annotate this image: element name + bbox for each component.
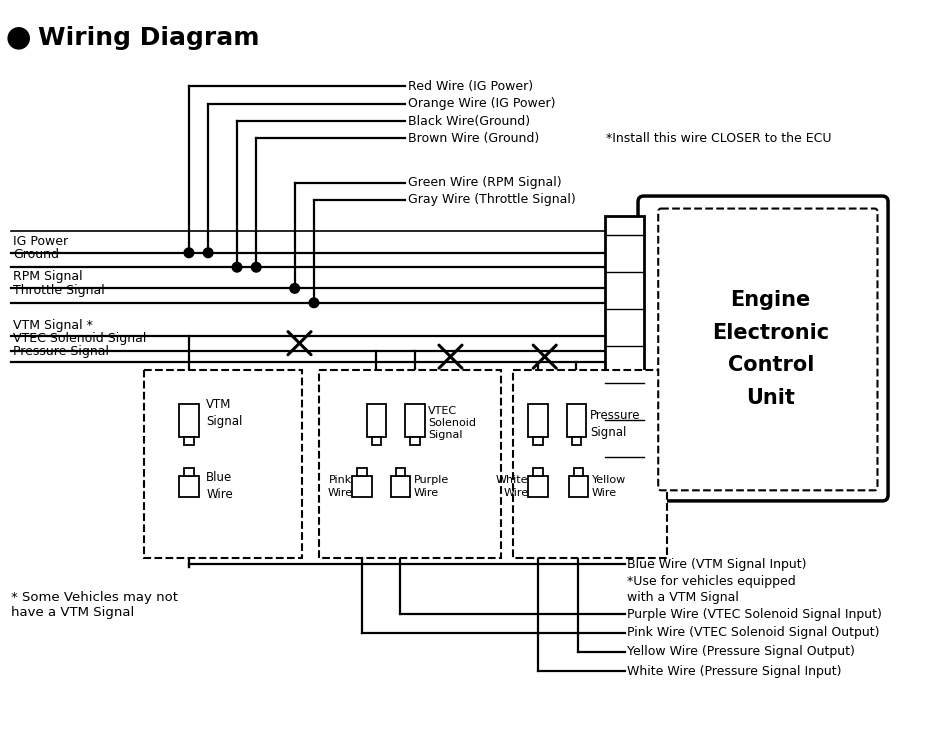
- Text: Engine
Electronic
Control
Unit: Engine Electronic Control Unit: [712, 289, 829, 408]
- FancyBboxPatch shape: [658, 209, 877, 490]
- Circle shape: [232, 263, 241, 272]
- Circle shape: [184, 248, 194, 257]
- Text: RPM Signal: RPM Signal: [13, 269, 82, 283]
- Bar: [372, 437, 381, 445]
- Bar: [358, 468, 367, 476]
- Text: Purple
Wire: Purple Wire: [414, 475, 449, 498]
- Text: White Wire (Pressure Signal Input): White Wire (Pressure Signal Input): [627, 665, 842, 677]
- Text: Blue
Wire: Blue Wire: [206, 471, 233, 501]
- Bar: [367, 404, 386, 437]
- Text: *Install this wire CLOSER to the ECU: *Install this wire CLOSER to the ECU: [586, 132, 831, 145]
- Text: IG Power: IG Power: [13, 235, 68, 248]
- Text: Blue Wire (VTM Signal Input): Blue Wire (VTM Signal Input): [627, 558, 807, 571]
- Circle shape: [203, 248, 213, 257]
- Bar: [574, 468, 583, 476]
- Text: Pressure Signal: Pressure Signal: [13, 345, 109, 357]
- Bar: [319, 370, 502, 558]
- Text: Orange Wire (IG Power): Orange Wire (IG Power): [408, 97, 556, 110]
- Bar: [396, 468, 405, 476]
- Bar: [184, 437, 194, 445]
- Text: Pink Wire (VTEC Solenoid Signal Output): Pink Wire (VTEC Solenoid Signal Output): [627, 626, 880, 639]
- Text: Ground: Ground: [13, 248, 59, 261]
- Text: Pink
Wire: Pink Wire: [328, 475, 352, 498]
- Bar: [184, 468, 194, 476]
- Text: Brown Wire (Ground): Brown Wire (Ground): [408, 132, 539, 145]
- Bar: [534, 468, 543, 476]
- Text: with a VTM Signal: with a VTM Signal: [627, 591, 739, 604]
- Bar: [569, 476, 588, 497]
- Circle shape: [8, 28, 29, 49]
- Text: Throttle Signal: Throttle Signal: [13, 284, 105, 297]
- Bar: [606, 216, 644, 476]
- Text: Yellow
Wire: Yellow Wire: [592, 475, 626, 498]
- Bar: [352, 476, 372, 497]
- Circle shape: [309, 298, 319, 307]
- Text: VTEC
Solenoid
Signal: VTEC Solenoid Signal: [429, 406, 476, 440]
- Text: Gray Wire (Throttle Signal): Gray Wire (Throttle Signal): [408, 193, 576, 207]
- Text: Green Wire (RPM Signal): Green Wire (RPM Signal): [408, 176, 562, 189]
- Circle shape: [252, 263, 261, 272]
- Text: *Use for vehicles equipped: *Use for vehicles equipped: [627, 575, 797, 588]
- Bar: [534, 437, 543, 445]
- Bar: [405, 404, 425, 437]
- Bar: [529, 404, 548, 437]
- Text: Wiring Diagram: Wiring Diagram: [38, 26, 259, 50]
- Text: Yellow Wire (Pressure Signal Output): Yellow Wire (Pressure Signal Output): [627, 645, 856, 659]
- Text: VTM
Signal: VTM Signal: [206, 398, 242, 428]
- Text: * Some Vehicles may not
have a VTM Signal: * Some Vehicles may not have a VTM Signa…: [11, 592, 178, 619]
- Text: White
Wire: White Wire: [496, 475, 529, 498]
- Bar: [529, 476, 548, 497]
- Text: VTEC Solenoid Signal: VTEC Solenoid Signal: [13, 332, 146, 345]
- FancyBboxPatch shape: [638, 196, 888, 501]
- Bar: [410, 437, 419, 445]
- Text: Pressure
Signal: Pressure Signal: [590, 409, 640, 439]
- Bar: [391, 476, 410, 497]
- Bar: [572, 437, 581, 445]
- Text: Purple Wire (VTEC Solenoid Signal Input): Purple Wire (VTEC Solenoid Signal Input): [627, 608, 883, 621]
- Text: Black Wire(Ground): Black Wire(Ground): [408, 115, 531, 128]
- Bar: [513, 370, 666, 558]
- Bar: [180, 476, 198, 497]
- Bar: [144, 370, 302, 558]
- Bar: [567, 404, 586, 437]
- Text: VTM Signal *: VTM Signal *: [13, 319, 93, 332]
- Text: Red Wire (IG Power): Red Wire (IG Power): [408, 80, 534, 93]
- Circle shape: [290, 283, 300, 293]
- Bar: [180, 404, 198, 437]
